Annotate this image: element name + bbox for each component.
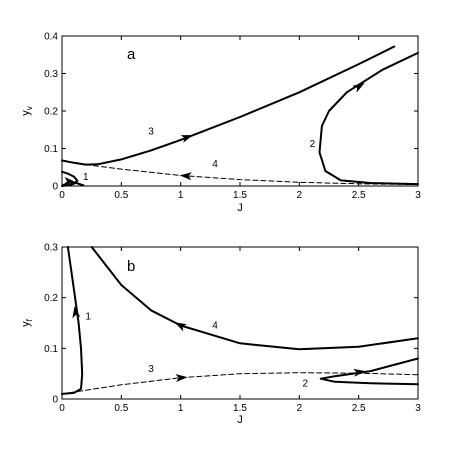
series-line-b-2 bbox=[319, 357, 419, 386]
y-axis-label-a-sub: v bbox=[25, 106, 34, 110]
y-tick-label-a: 0.2 bbox=[44, 107, 58, 118]
x-tick-label-a: 2.5 bbox=[352, 190, 366, 201]
ticks-b: 0 0.5 1 1.5 2 2.5 3 0 0.1 0.2 0.3 bbox=[44, 243, 421, 415]
y-tick-label-a: 0 bbox=[52, 182, 58, 193]
curve-label-a-3: 3 bbox=[148, 127, 154, 138]
x-tick-label-b: 1 bbox=[178, 403, 184, 414]
direction-arrow-b-4 bbox=[174, 322, 187, 332]
y-tick-label-a: 0.4 bbox=[44, 32, 58, 43]
series-line-a-3 bbox=[61, 45, 396, 166]
x-tick-label-b: 2.5 bbox=[352, 403, 366, 414]
x-tick-label-b: 1.5 bbox=[233, 403, 247, 414]
x-tick-label-b: 0 bbox=[59, 403, 65, 414]
y-axis-label-a: yv bbox=[20, 106, 34, 116]
y-tick-label-b: 0.1 bbox=[44, 344, 58, 355]
plot-frame-b bbox=[61, 246, 419, 400]
y-tick-label-b: 0 bbox=[52, 395, 58, 406]
x-tick-label-a: 3 bbox=[415, 190, 421, 201]
series-b: 1 2 3 4 bbox=[61, 246, 419, 395]
y-axis-label-b-main: y bbox=[20, 321, 32, 327]
direction-arrow-a-4 bbox=[179, 172, 192, 181]
y-tick-label-a: 0.3 bbox=[44, 69, 58, 80]
series-line-a-2 bbox=[318, 51, 419, 186]
curve-label-a-1: 1 bbox=[83, 172, 89, 183]
curve-label-a-2: 2 bbox=[310, 139, 316, 150]
x-axis-label-b: J bbox=[237, 414, 243, 426]
curve-label-b-2: 2 bbox=[302, 378, 308, 389]
curve-label-b-1: 1 bbox=[85, 311, 91, 322]
direction-arrow-b-1 bbox=[72, 305, 81, 319]
panel-label-b: b bbox=[127, 258, 135, 275]
series-line-b-4 bbox=[90, 246, 419, 351]
x-tick-label-a: 1.5 bbox=[233, 190, 247, 201]
panel-a: 0 0.5 1 1.5 2 2.5 3 0 0.1 0.2 0.3 0.4 1 2 3 4 a J yv bbox=[20, 32, 421, 215]
y-axis-label-a-main: y bbox=[20, 110, 32, 116]
x-tick-label-a: 0 bbox=[59, 190, 65, 201]
direction-arrow-b-2 bbox=[353, 368, 366, 377]
y-axis-label-b-sub: f bbox=[25, 318, 34, 321]
curve-label-b-4: 4 bbox=[212, 321, 218, 332]
x-tick-label-b: 0.5 bbox=[114, 403, 128, 414]
plot-frame-a bbox=[61, 35, 419, 187]
x-tick-label-b: 3 bbox=[415, 403, 421, 414]
panel-b: 0 0.5 1 1.5 2 2.5 3 0 0.1 0.2 0.3 1 2 3 4 b J yf bbox=[20, 243, 421, 427]
x-tick-label-a: 1 bbox=[178, 190, 184, 201]
y-tick-label-a: 0.1 bbox=[44, 144, 58, 155]
ticks-a: 0 0.5 1 1.5 2 2.5 3 0 0.1 0.2 0.3 0.4 bbox=[44, 32, 421, 202]
y-axis-label-b: yf bbox=[20, 318, 34, 327]
curve-label-a-4: 4 bbox=[212, 159, 218, 170]
y-tick-label-b: 0.3 bbox=[44, 243, 58, 254]
direction-arrow-a-1 bbox=[63, 176, 77, 185]
x-tick-label-b: 2 bbox=[297, 403, 303, 414]
direction-arrow-a-2 bbox=[352, 82, 365, 93]
x-tick-label-a: 2 bbox=[297, 190, 303, 201]
curve-label-b-3: 3 bbox=[148, 364, 154, 375]
direction-arrow-b-3 bbox=[175, 374, 188, 383]
series-line-b-1 bbox=[61, 246, 84, 395]
direction-arrow-a-3 bbox=[180, 134, 194, 143]
svg-text:yf: yf bbox=[20, 318, 34, 327]
x-tick-label-a: 0.5 bbox=[114, 190, 128, 201]
x-axis-label-a: J bbox=[237, 202, 243, 214]
y-tick-label-b: 0.2 bbox=[44, 293, 58, 304]
svg-text:yv: yv bbox=[20, 106, 34, 116]
series-a: 1 2 3 4 bbox=[61, 45, 419, 187]
series-line-a-4 bbox=[85, 164, 419, 185]
panel-label-a: a bbox=[127, 46, 136, 63]
